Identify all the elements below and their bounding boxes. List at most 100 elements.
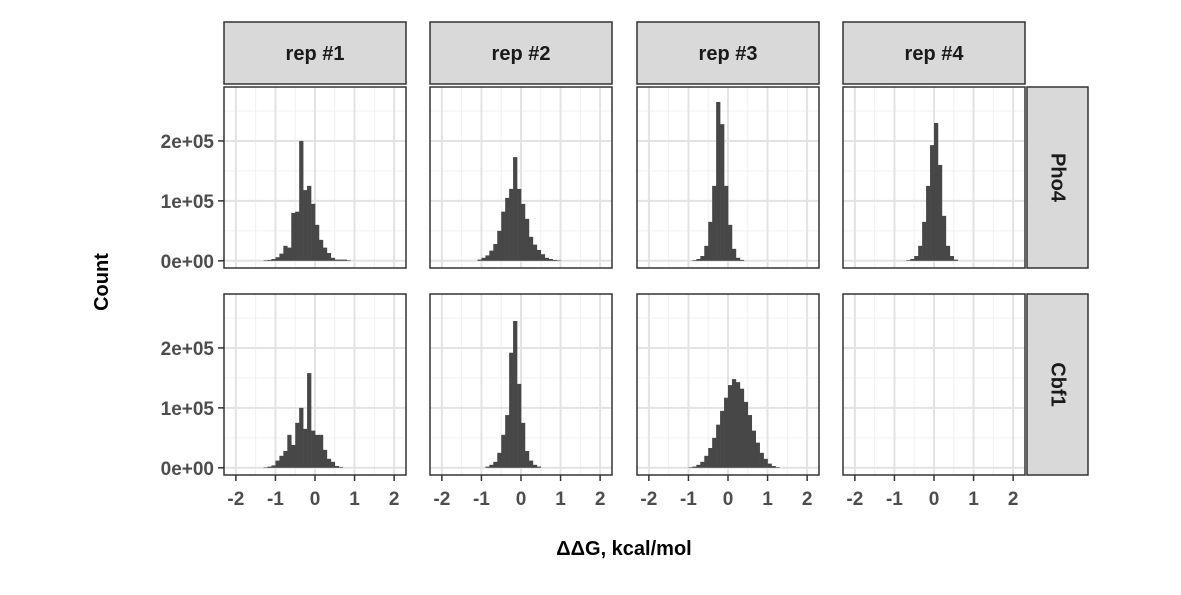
histogram-bar [724, 185, 729, 261]
column-strip-label: rep #3 [699, 43, 758, 65]
histogram-bar [528, 460, 534, 468]
histogram-bar [692, 466, 697, 468]
histogram-bar [311, 203, 316, 261]
histogram-bar [505, 415, 510, 468]
y-tick-label: 2e+05 [161, 132, 215, 153]
histogram-bar [283, 451, 288, 468]
histogram-bar [489, 464, 494, 468]
histogram-bar [918, 245, 923, 261]
histogram-bar [267, 259, 272, 261]
histogram-bar [949, 256, 955, 261]
panel-cbf1-rep1 [223, 293, 407, 476]
histogram-bar [493, 244, 498, 261]
x-tick-label: -2 [640, 489, 657, 510]
x-tick-label: 1 [349, 489, 360, 510]
histogram-bar [307, 373, 312, 468]
histogram-bar [322, 247, 328, 261]
histogram-bar [287, 247, 292, 261]
histogram-bar [334, 259, 340, 261]
y-tick-label: 1e+05 [161, 192, 215, 213]
panel-cbf1-rep2 [429, 293, 613, 476]
histogram-bar [910, 259, 915, 261]
histogram-bar [712, 185, 717, 261]
histogram-bar [720, 410, 725, 468]
panels-layer [223, 86, 1026, 476]
column-strip-label: rep #4 [905, 43, 965, 65]
column-strip [636, 21, 820, 85]
histogram-bar [311, 430, 316, 468]
x-axis-label: ΔΔG, kcal/mol [556, 538, 691, 560]
x-tick-label: 0 [929, 489, 940, 510]
histogram-bar [517, 383, 522, 468]
histogram-bar [291, 212, 296, 261]
histogram-bar [338, 467, 343, 468]
histogram-bar [481, 257, 486, 261]
histogram-bar [489, 250, 494, 261]
histogram-bar [513, 320, 518, 468]
row-strip-label: Pho4 [1047, 153, 1069, 203]
panel-border [842, 86, 1026, 269]
x-tick-label: -1 [886, 489, 903, 510]
histogram-bar [295, 422, 300, 468]
x-tick-label: -2 [846, 489, 863, 510]
histogram-bar [712, 437, 717, 468]
histogram-bar [528, 236, 534, 261]
histogram-bar [724, 397, 729, 468]
histogram-bar [743, 401, 749, 468]
strips-layer: rep #1 rep #2 rep #3 rep #4 Pho4 Cbf1 [223, 21, 1089, 476]
histogram-bar [755, 442, 760, 468]
histogram-bar [330, 461, 336, 468]
histogram-bar [763, 458, 768, 468]
histogram-bar [700, 256, 705, 261]
histogram-bar [544, 257, 549, 261]
panel-pho4-rep2 [429, 86, 613, 269]
histogram-bar [735, 382, 741, 468]
histogram-bar [497, 452, 502, 468]
histogram-bar [322, 449, 328, 468]
histogram-bar [501, 211, 506, 261]
histogram-bar [271, 465, 276, 468]
histogram-bar [708, 221, 713, 261]
panel-border [636, 86, 820, 269]
histogram-bar [708, 448, 713, 468]
x-tick-label: -2 [433, 489, 450, 510]
row-strip [1026, 86, 1089, 269]
x-tick-label: 1 [762, 489, 773, 510]
histogram-bar [485, 466, 490, 468]
column-strip [429, 21, 613, 85]
column-strip-label: rep #2 [492, 43, 551, 65]
histogram-bar [767, 463, 772, 468]
panel-border [429, 86, 613, 269]
histogram-bar [267, 466, 272, 468]
histogram-bar [536, 466, 542, 468]
histogram-bar [728, 385, 733, 468]
histogram-bar [493, 461, 498, 468]
x-tick-label: 0 [516, 489, 527, 510]
y-axis-label: Count [91, 253, 113, 311]
histogram-bar [532, 244, 538, 261]
histogram-bar [739, 259, 745, 261]
histogram-bar [739, 388, 745, 468]
histogram-bar [505, 197, 510, 261]
histogram-bar [334, 466, 340, 468]
histogram-bar [953, 259, 959, 261]
histogram-bar [263, 467, 268, 469]
panel-pho4-rep3 [636, 86, 820, 269]
histogram-bar [346, 260, 351, 262]
histogram-bar [513, 157, 518, 261]
x-tick-label: 0 [723, 489, 734, 510]
histogram-bar [303, 428, 308, 468]
histogram-bar [751, 430, 756, 468]
histogram-bar [688, 467, 693, 469]
x-tick-label: 2 [389, 489, 400, 510]
histogram-bar [548, 259, 553, 261]
histogram-bar [735, 257, 741, 261]
y-tick-label: 1e+05 [161, 399, 215, 420]
histogram-bar [318, 239, 324, 261]
histogram-bar [536, 250, 542, 261]
histogram-bar [914, 256, 919, 261]
histogram-bar [771, 466, 776, 468]
histogram-bar [696, 259, 701, 261]
x-tick-label: 2 [1008, 489, 1019, 510]
histogram-bar [720, 124, 725, 261]
